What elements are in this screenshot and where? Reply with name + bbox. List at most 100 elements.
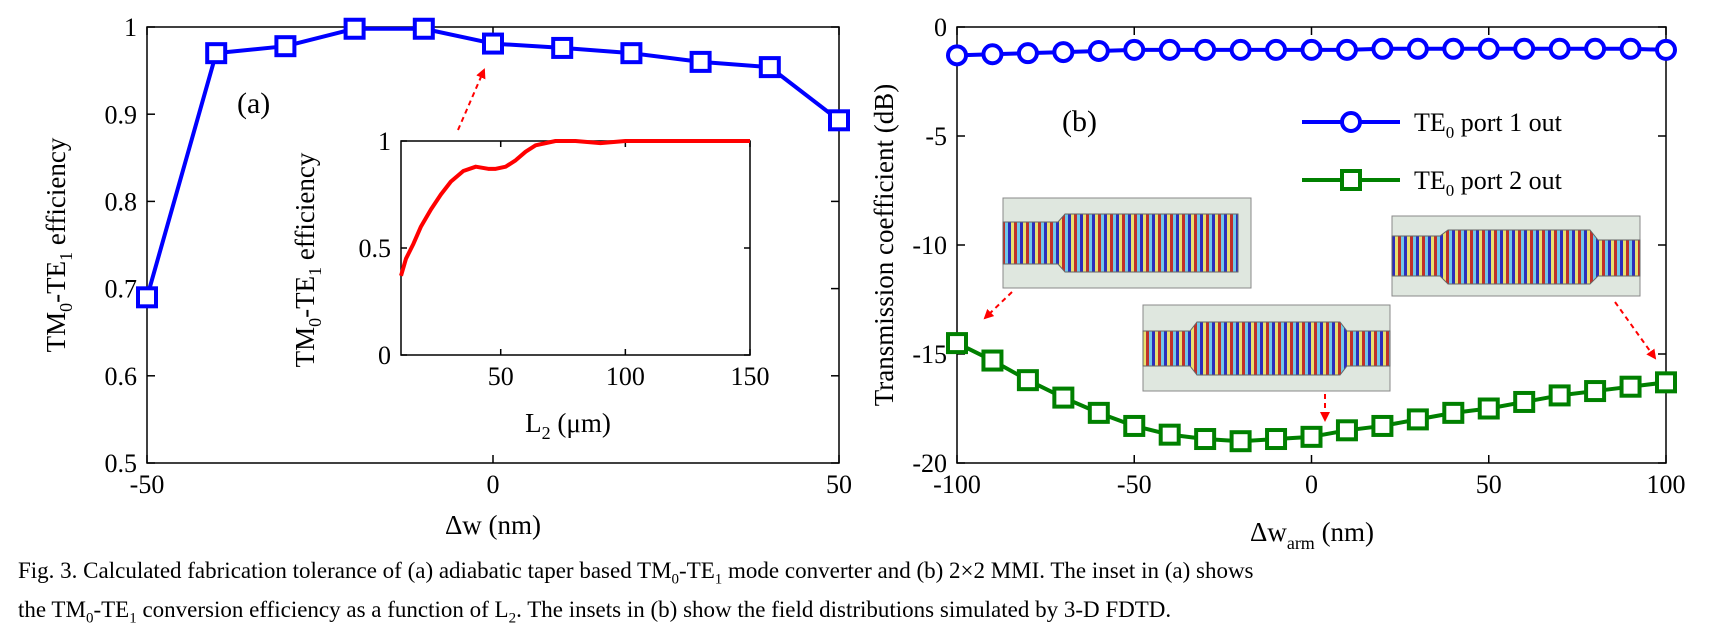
panel-b-series — [946, 37, 1677, 453]
inset-xtick-label: 50 — [488, 362, 514, 391]
panel-b-series-2-point — [1477, 397, 1500, 420]
panel-a-series-point — [274, 35, 297, 58]
field-inset-left — [1002, 197, 1252, 289]
panel-b-series-2-point — [1406, 408, 1429, 431]
inset-ytick-label: 0.5 — [359, 234, 392, 263]
panel-b-ytick-label: -5 — [925, 122, 947, 151]
panel-b-series-2-point — [1265, 428, 1288, 451]
panel-a-ytick-label: 0.9 — [105, 100, 138, 129]
panel-a-inset: 00.51 50 100 150 L2 (μm) TM0-TE1 efficienc… — [290, 127, 770, 443]
field-arrow-right — [1614, 301, 1657, 360]
panel-a-series-point — [482, 32, 504, 55]
legend-label-1: TE0 port 1 out — [1414, 108, 1563, 142]
legend-marker-2 — [1340, 169, 1362, 191]
panel-a-series-point — [551, 36, 574, 59]
panel-b-series-2-point — [1229, 430, 1252, 453]
panel-b-label: (b) — [1062, 105, 1097, 138]
panel-a-xtick-label: -50 — [130, 470, 165, 499]
panel-b-series-1-point — [1335, 38, 1358, 61]
field-inset-right — [1391, 215, 1641, 297]
panel-a-series-point — [136, 286, 158, 309]
panel-a-ytick-label: 0.6 — [105, 362, 138, 391]
panel-b-series-2-point — [1123, 414, 1146, 437]
panel-b-series-2-point — [1655, 371, 1677, 394]
inset-series — [399, 139, 750, 277]
panel-b-y-axis-label: Transmission coefficient (dB) — [869, 84, 899, 406]
panel-b-y-ticks: -20 -15 -10 -5 0 — [912, 13, 1666, 478]
panel-b-series-2-point — [1194, 428, 1217, 451]
inset-pointer-arrow — [457, 68, 486, 131]
panel-b-series-1-point — [946, 44, 968, 67]
panel-a-x-ticks: -50 0 50 — [130, 27, 852, 499]
panel-b-series-2-point — [981, 349, 1004, 372]
legend: TE0 port 1 out TE0 port 2 out — [1302, 108, 1563, 200]
panel-b-series-1-point — [1442, 37, 1465, 60]
panel-b-series-1-point — [1158, 38, 1181, 61]
inset-ytick-label: 1 — [378, 127, 391, 156]
panel-a-series-point — [828, 109, 850, 132]
panel-b-series-2-point — [1619, 375, 1642, 398]
panel-b-xtick-label: 50 — [1476, 470, 1502, 499]
panel-b-series-2-point — [1584, 380, 1607, 403]
panel-b-series-1-point — [1477, 37, 1500, 60]
caption-line-2: the TM0-TE1 conversion efficiency as a f… — [18, 596, 1172, 627]
field-arrow-left — [983, 291, 1013, 320]
caption-line-1: Fig. 3. Calculated fabrication tolerance… — [18, 558, 1254, 588]
inset-xtick-label: 100 — [606, 362, 645, 391]
inset-x-ticks: 50 100 150 — [488, 141, 770, 391]
panel-b-series-1-point — [1584, 37, 1607, 60]
legend-marker-1 — [1340, 111, 1362, 133]
inset-y-ticks: 00.51 — [359, 127, 750, 370]
panel-b-series-1-point — [1229, 38, 1252, 61]
panel-b-series-2-point — [1513, 390, 1536, 413]
panel-b-x-axis-label: Δwarm (nm) — [1250, 517, 1374, 553]
inset-series-line — [399, 139, 750, 277]
panel-b-series-2-point — [1442, 401, 1465, 424]
panel-b-series-1-point — [1619, 37, 1642, 60]
panel-a-series-point — [343, 17, 366, 40]
panel-b-x-ticks: -100 -50 0 50 100 — [933, 27, 1686, 499]
panel-a-ytick-label: 0.8 — [105, 188, 138, 217]
panel-b-series-1-point — [981, 43, 1004, 66]
panel-b-series-2-point — [1371, 414, 1394, 437]
panel-b-series-1-point — [1087, 39, 1110, 62]
panel-b-series-1-point — [1406, 37, 1429, 60]
panel-a-xtick-label: 50 — [826, 470, 852, 499]
panel-b-series-2-point — [1300, 425, 1323, 448]
panel-a-series-point — [758, 56, 781, 79]
panel-b-ytick-label: -10 — [912, 231, 947, 260]
panel-b-xtick-label: -100 — [933, 470, 981, 499]
panel-a-series-point — [412, 17, 435, 40]
panel-a-xtick-label: 0 — [487, 470, 500, 499]
panel-b-xtick-label: -50 — [1117, 470, 1152, 499]
figure-caption: Fig. 3. Calculated fabrication tolerance… — [18, 556, 1708, 633]
panel-b-series-1-point — [1194, 38, 1217, 61]
panel-a-ytick-label: 1 — [124, 13, 137, 42]
panel-b-ytick-label: -15 — [912, 340, 947, 369]
panel-a-series-point — [620, 42, 643, 65]
panel-a-series-point — [205, 42, 228, 65]
panel-a-ytick-label: 0.7 — [105, 275, 138, 304]
panel-b-series-1-point — [1052, 41, 1075, 64]
panel-b-series-2-point — [1158, 423, 1181, 446]
inset-plot-frame — [400, 140, 751, 356]
panel-b-series-2-point — [1335, 419, 1358, 442]
panel-a-series — [136, 17, 850, 309]
panel-a-ytick-label: 0.5 — [105, 449, 138, 478]
panel-b-series-1-point — [1265, 38, 1288, 61]
panel-a-x-axis-label: Δw (nm) — [445, 510, 541, 540]
inset-ytick-label: 0 — [378, 341, 391, 370]
panel-b-series-2-point — [1016, 369, 1039, 392]
panel-b-ytick-label: 0 — [934, 13, 947, 42]
panel-b-series-2-point — [1087, 401, 1110, 424]
panel-b-series-1-point — [1371, 37, 1394, 60]
inset-xtick-label: 150 — [731, 362, 770, 391]
panel-b-series-1-point — [1513, 37, 1536, 60]
panel-b-series-2-point — [1052, 386, 1075, 409]
legend-label-2: TE0 port 2 out — [1414, 166, 1563, 200]
panel-a-series-point — [689, 50, 712, 73]
panel-b-series-2-point — [946, 332, 968, 355]
panel-b-series-1-point — [1548, 37, 1571, 60]
inset-y-axis-label: TM0-TE1 efficiency — [290, 152, 325, 367]
